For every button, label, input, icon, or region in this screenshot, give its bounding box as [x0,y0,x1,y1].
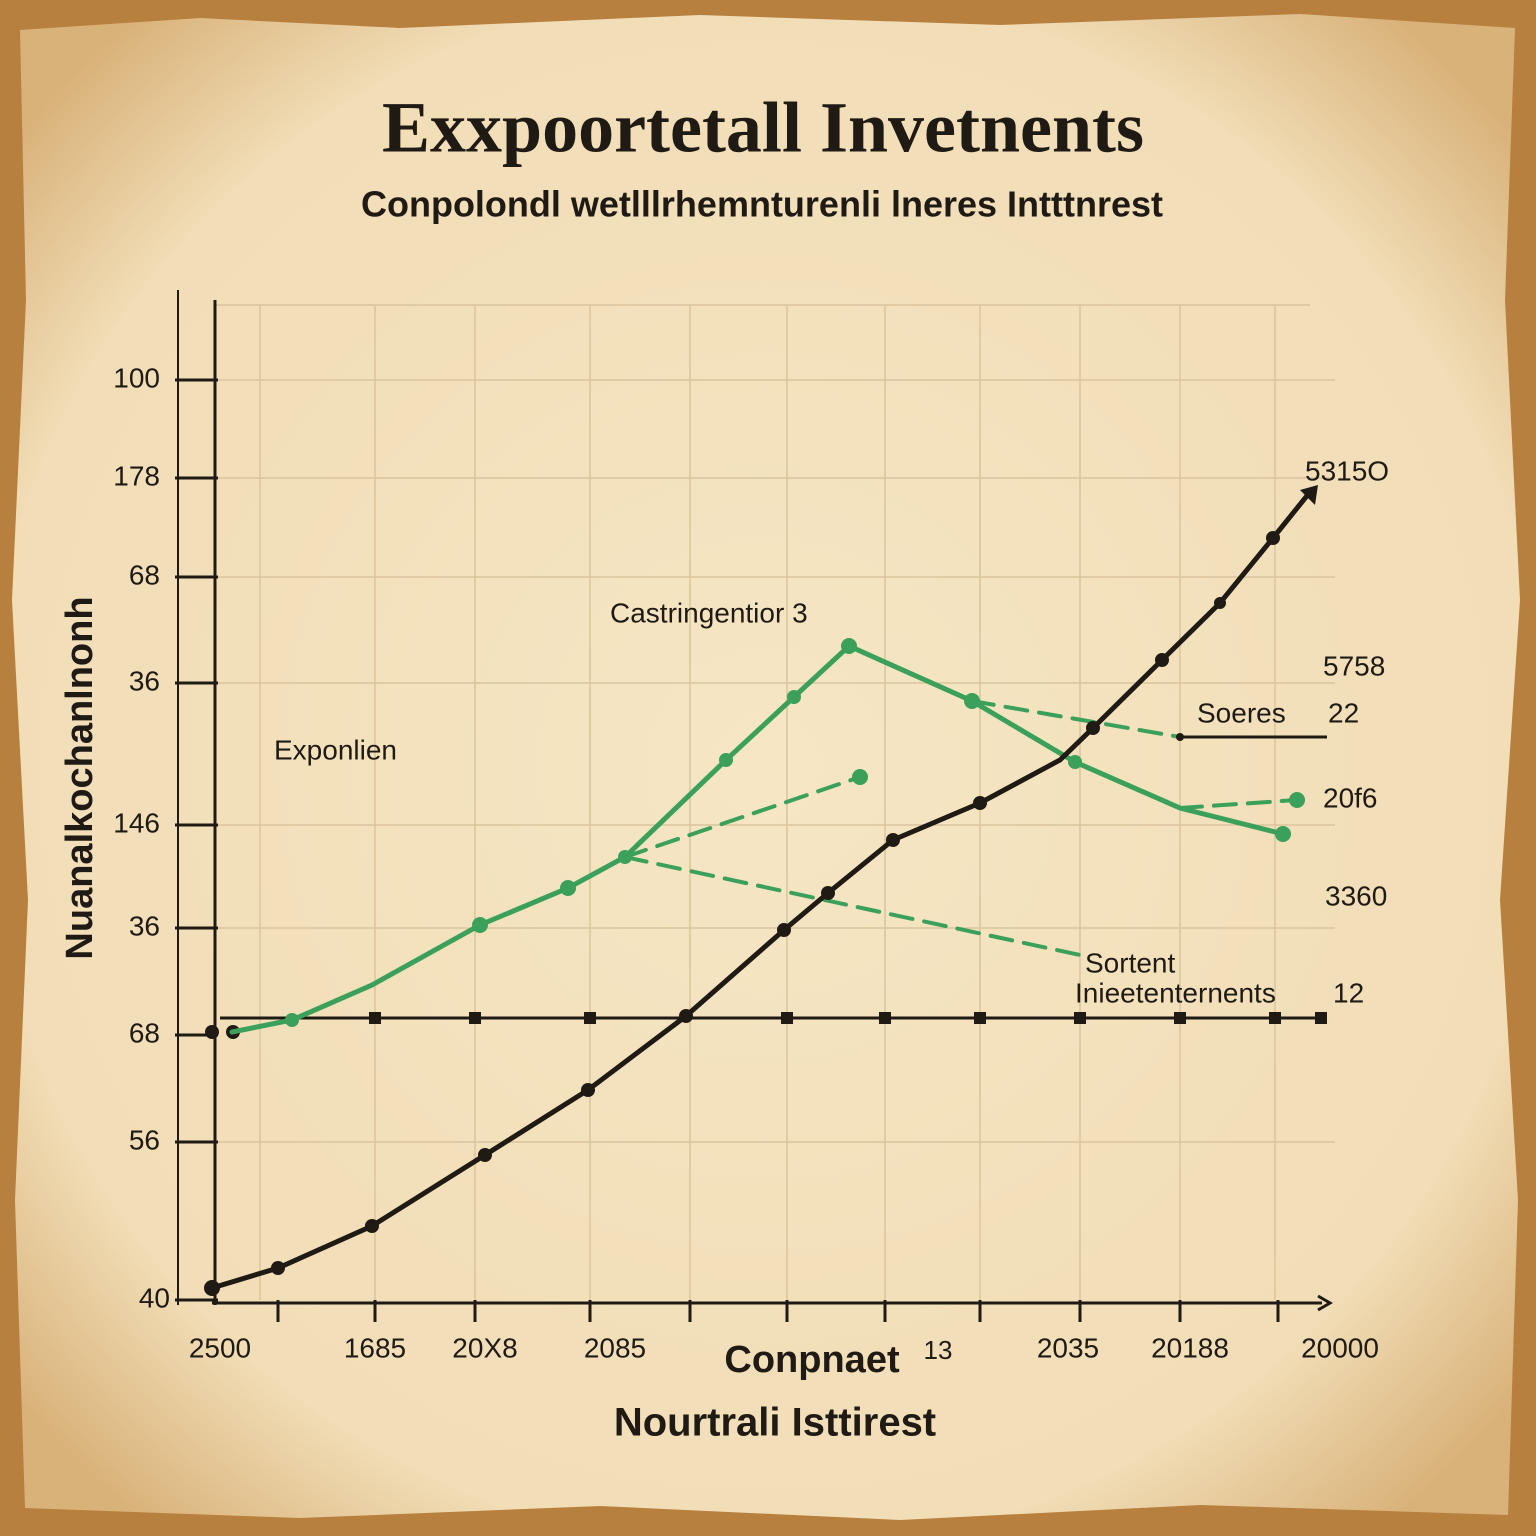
x-tick-label: 2035 [1037,1332,1099,1363]
y-tick-label: 68 [129,1017,160,1048]
x-center-sup: 13 [924,1335,953,1365]
title: Exxpoortetall Invetnents [382,88,1144,168]
x-tick-label: 2085 [584,1332,646,1363]
black-curve [204,485,1327,1296]
x-tick-label: 20188 [1151,1332,1229,1363]
y-tick-label: 40 [139,1282,170,1313]
annotations: Castringentior 3 Exponlien Soeres 22 Sor… [274,455,1389,1008]
green-line [229,638,1305,1035]
annotation: 22 [1328,697,1359,728]
flat-line [205,1012,1327,1039]
x-axis-title: Nourtrali Isttirest [614,1401,936,1445]
y-tick-label: 36 [129,910,160,941]
annotation: 12 [1333,977,1364,1008]
y-tick-label: 36 [129,665,160,696]
annotation: Castringentior 3 [610,597,808,628]
annotation: Inieetenternents [1075,977,1276,1008]
x-tick-label: 20X8 [452,1332,517,1363]
x-tick-label: 2500 [189,1332,251,1363]
y-tick-label: 146 [113,807,160,838]
y-axis-title: Nuanalkochanlnonh [59,596,101,959]
x-tick-label: 1685 [344,1332,406,1363]
x-tick-label: 20000 [1301,1332,1379,1363]
annotation: Soeres [1197,697,1286,728]
grid [215,304,1335,1300]
right-label: 20f6 [1323,782,1378,813]
axes [175,290,1333,1322]
annotation: Sortent [1085,947,1175,978]
annotation: Exponlien [274,734,397,765]
y-tick-label: 100 [113,362,160,393]
y-tick-labels: 100 178 68 36 146 36 68 56 40 [113,362,170,1313]
y-tick-label: 68 [129,559,160,590]
right-label: 5315O [1305,455,1389,486]
x-tick-labels: 2500 1685 20X8 2085 2035 20188 20000 [189,1332,1379,1363]
x-center-label: Conpnaet [724,1339,900,1381]
parchment [12,14,1520,1520]
y-tick-label: 56 [129,1124,160,1155]
y-tick-label: 178 [113,460,160,491]
subtitle: Conpolondl wetlllrhemnturenli lneres Int… [361,184,1163,225]
right-label: 3360 [1325,880,1387,911]
right-label: 5758 [1323,650,1385,681]
